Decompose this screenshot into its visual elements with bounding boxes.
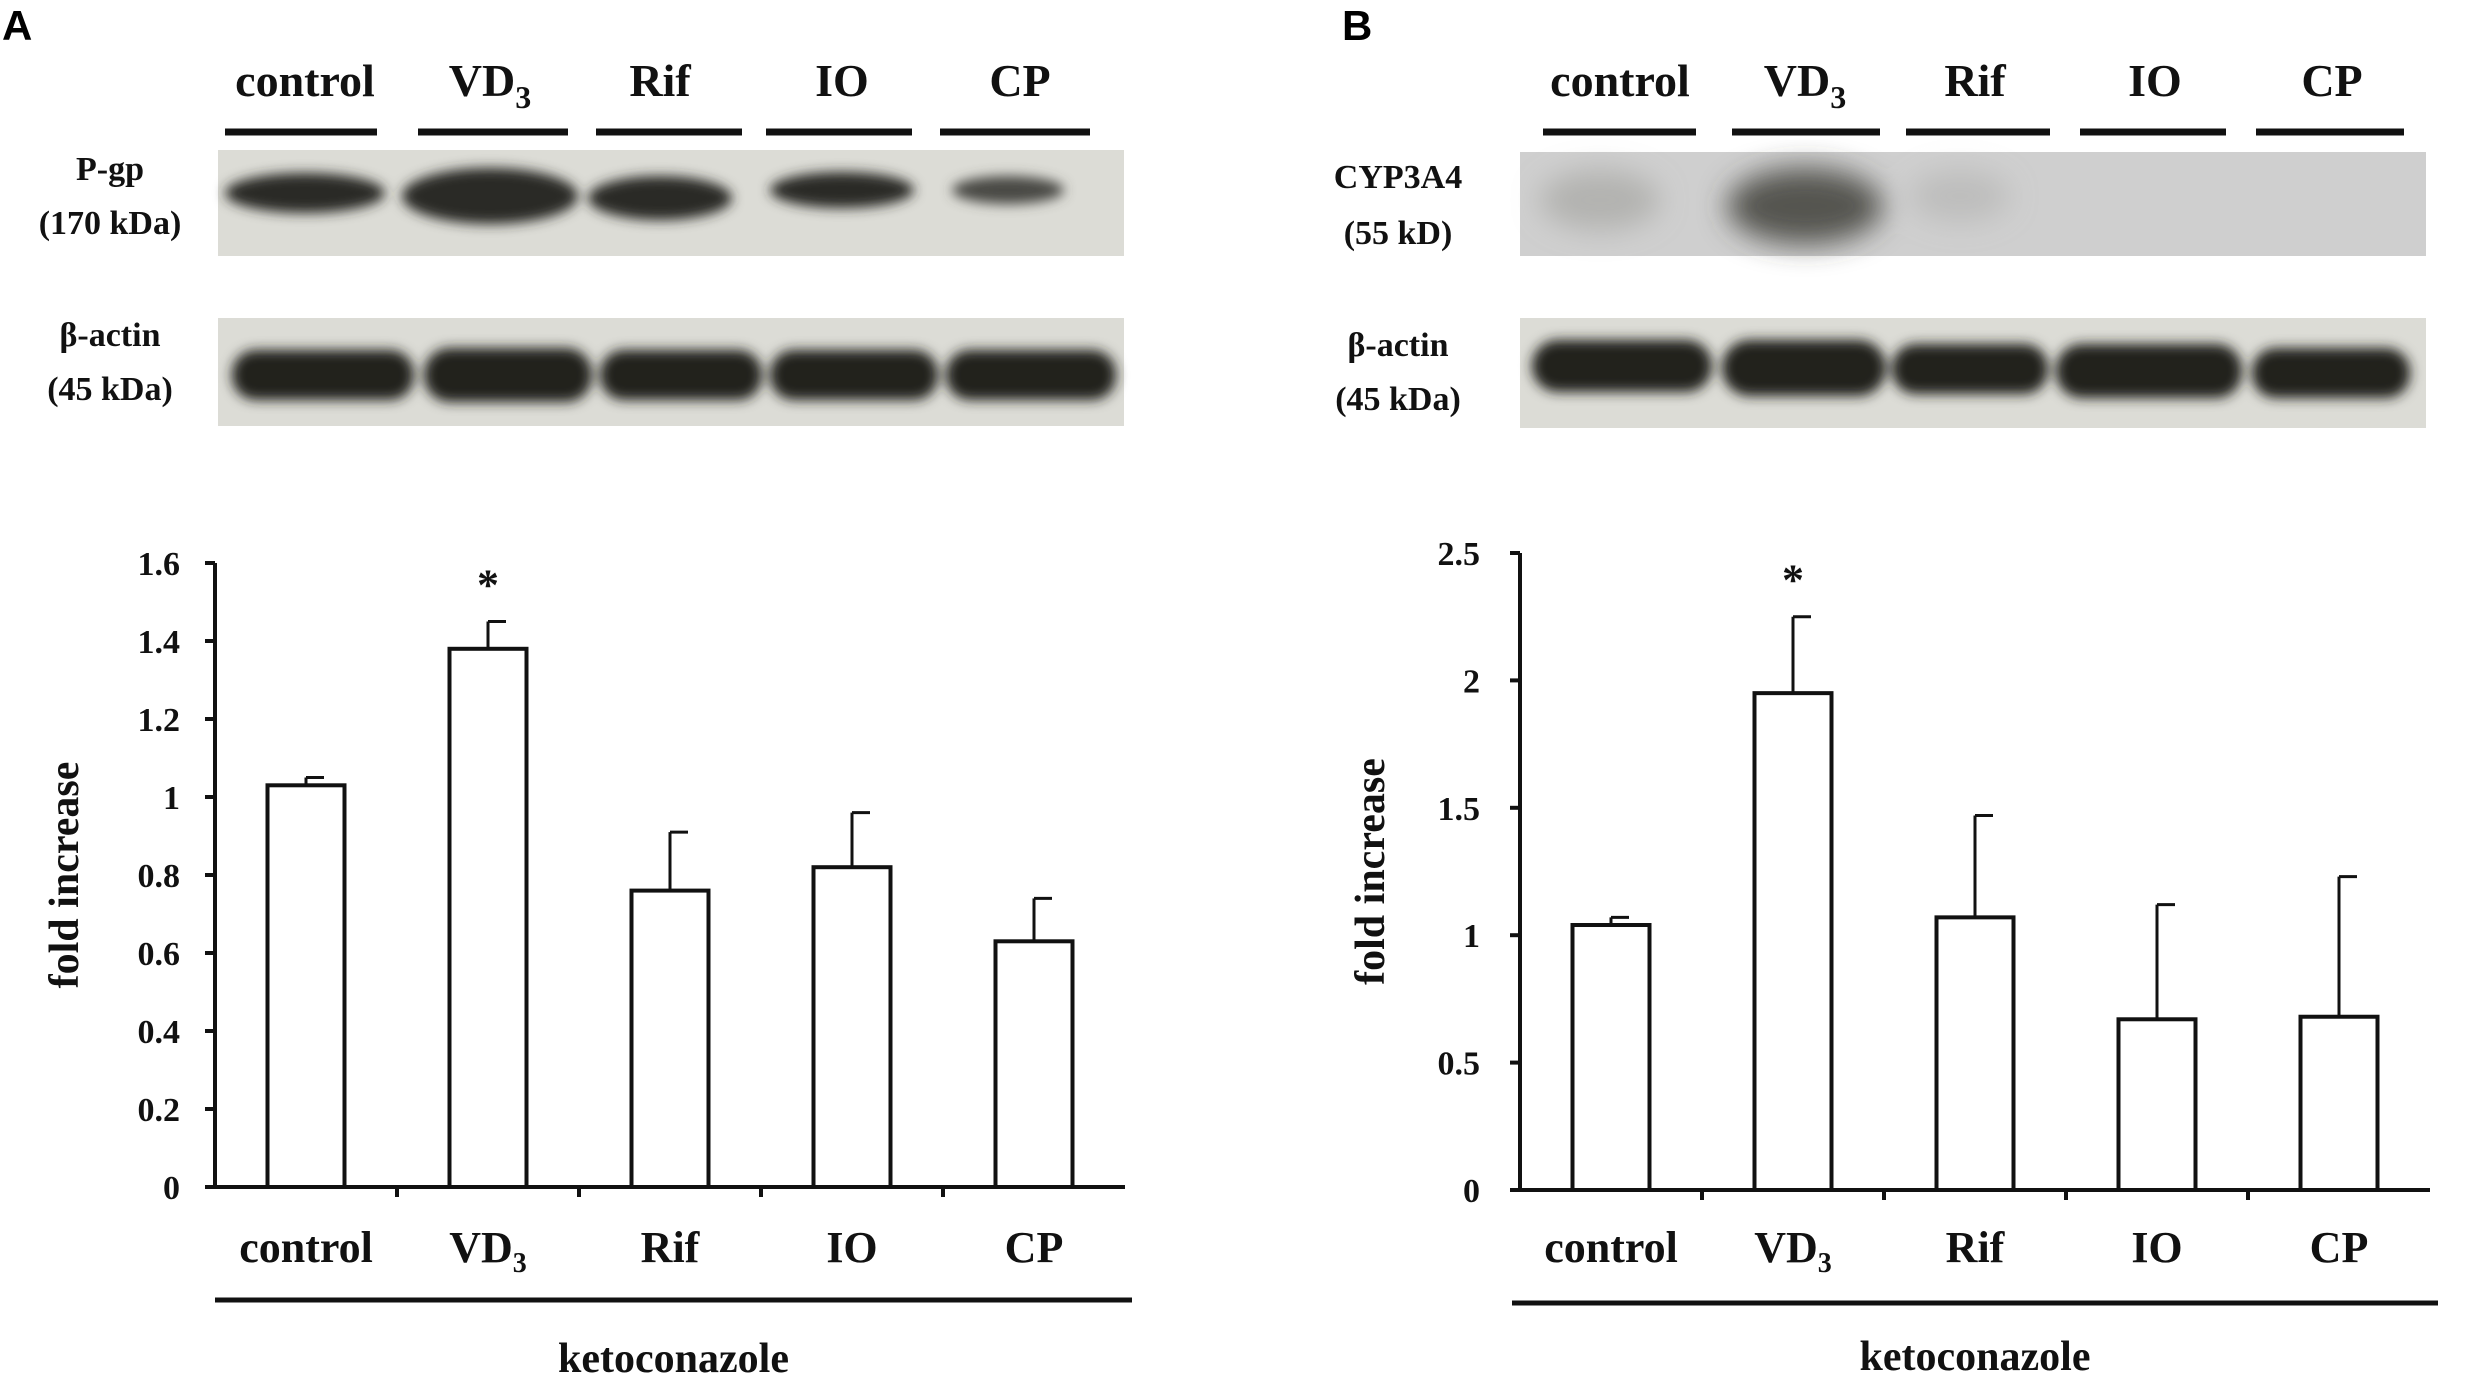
blot-strip-actin-b (1520, 318, 2426, 428)
bar-chart-b: 0 0.5 1 1.5 2 2.5 control * VD3 Rif IO CP ketoconazo… (1348, 536, 2438, 1380)
blot-lane-label-b-vd3: VD3 (1764, 55, 1846, 115)
chart-a-category-label: IO (826, 1223, 877, 1272)
blot-lane-labels-a: control VD3 Rif IO CP (235, 55, 1051, 115)
chart-a-y-tick-label: 0.8 (138, 858, 181, 895)
chart-b-significance-marker: * (1782, 556, 1804, 605)
chart-b-y-tick-label: 1 (1463, 918, 1480, 955)
chart-a-y-axis-label: fold increase (42, 762, 88, 989)
chart-a-significance-marker: * (477, 561, 499, 610)
chart-a-y-tick-label: 0.2 (138, 1092, 181, 1129)
chart-a-bar-cp (993, 939, 1075, 1189)
bar-chart-a: 0 0.2 0.4 0.6 0.8 1 1.2 1.4 1.6 control * VD3 Rif IO C… (42, 546, 1132, 1382)
blot-lane-label-b-rif: Rif (1944, 55, 2006, 106)
chart-b-bar-io (2116, 1017, 2198, 1192)
chart-a-y-tick-label: 0.6 (138, 936, 181, 973)
chart-b-category-label: control (1544, 1223, 1678, 1272)
chart-a-group-label: ketoconazole (558, 1336, 789, 1382)
chart-b-y-tick-label: 0 (1463, 1173, 1480, 1210)
blot-lane-label-b-io: IO (2128, 55, 2182, 106)
blot-strip-actin-a (218, 318, 1124, 426)
chart-b-y-tick-label: 2.5 (1438, 536, 1481, 573)
chart-a-category-label: control (239, 1223, 373, 1272)
chart-b-bar-cp (2298, 1014, 2380, 1193)
panel-a: A control VD3 Rif IO CP P-gp (170 kDa) (2, 2, 1132, 1382)
chart-a-category-label: VD3 (449, 1223, 527, 1279)
chart-a-y-tick-label: 1.2 (138, 702, 181, 739)
blot-lane-label-b-cp: CP (2301, 55, 2362, 106)
blot-label-cyp3a4-size: (55 kD) (1344, 215, 1453, 252)
chart-b-category-label: IO (2131, 1223, 2182, 1272)
chart-a-bar-control (265, 783, 347, 1189)
blot-lane-label-a-vd3: VD3 (449, 55, 531, 115)
blot-strip-cyp3a4 (1520, 152, 2426, 256)
blot-label-pgp: P-gp (76, 151, 144, 188)
panel-letter-a: A (2, 2, 32, 49)
chart-b-y-tick-label: 1.5 (1438, 791, 1481, 828)
blot-lane-label-a-io: IO (815, 55, 869, 106)
chart-b-bar-rif (1934, 915, 2016, 1192)
blot-lane-label-b-control: control (1550, 55, 1690, 106)
panel-letter-b: B (1342, 2, 1372, 49)
blot-lane-labels-b: control VD3 Rif IO CP (1550, 55, 2363, 115)
blot-label-actin-a: β-actin (59, 317, 160, 354)
chart-a-y-tick-label: 1.6 (138, 546, 181, 583)
chart-a-category-label: CP (1005, 1223, 1064, 1272)
chart-b-bar-vd (1752, 691, 1834, 1192)
blot-strip-pgp (218, 150, 1124, 256)
chart-b-bar-control (1570, 923, 1652, 1192)
chart-a-y-tick-label: 1.4 (138, 624, 181, 661)
blot-lane-label-a-cp: CP (989, 55, 1050, 106)
chart-a-bar-rif (629, 888, 711, 1189)
chart-a-bar-io (811, 865, 893, 1189)
chart-a-y-tick-label: 0 (163, 1170, 180, 1207)
chart-b-category-label: CP (2310, 1223, 2369, 1272)
panel-b: B control VD3 Rif IO CP CYP3A4 (55 kD) (1334, 2, 2438, 1380)
chart-b-group-label: ketoconazole (1860, 1334, 2091, 1380)
blot-label-actin-a-size: (45 kDa) (47, 371, 173, 408)
blot-lane-label-a-control: control (235, 55, 375, 106)
chart-b-y-tick-label: 0.5 (1438, 1046, 1481, 1083)
chart-b-category-label: VD3 (1754, 1223, 1832, 1279)
chart-a-y-tick-label: 0.4 (138, 1014, 181, 1051)
blot-label-pgp-size: (170 kDa) (39, 205, 182, 242)
blot-label-actin-b: β-actin (1347, 327, 1448, 364)
blot-lane-label-a-rif: Rif (629, 55, 691, 106)
chart-b-y-axis-label: fold increase (1348, 758, 1394, 985)
chart-a-y-tick-label: 1 (163, 780, 180, 817)
chart-a-bar-vd (447, 646, 529, 1189)
blot-label-actin-b-size: (45 kDa) (1335, 381, 1461, 418)
chart-a-category-label: Rif (641, 1223, 701, 1272)
chart-b-y-tick-label: 2 (1463, 663, 1480, 700)
chart-b-category-label: Rif (1946, 1223, 2006, 1272)
blot-label-cyp3a4: CYP3A4 (1334, 159, 1462, 196)
